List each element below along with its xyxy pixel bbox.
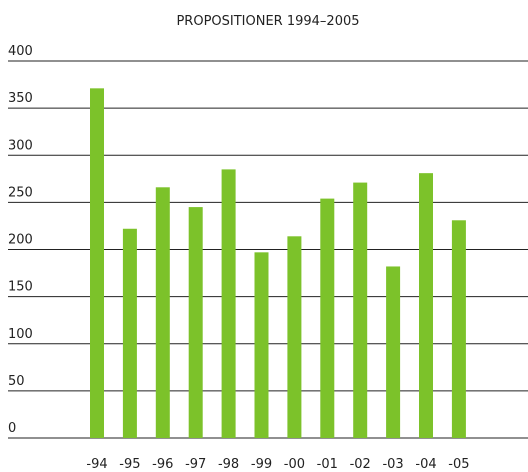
bar xyxy=(287,236,302,438)
bar xyxy=(320,198,335,438)
x-tick-label: -97 xyxy=(185,457,206,472)
bar xyxy=(122,228,137,438)
bar xyxy=(353,182,368,438)
bar xyxy=(451,220,466,438)
x-tick-label: -04 xyxy=(415,457,436,472)
x-tick-label: -01 xyxy=(317,457,338,472)
bar xyxy=(188,207,203,438)
bar xyxy=(254,252,269,438)
bar xyxy=(221,169,236,438)
y-tick-label: 200 xyxy=(8,233,33,248)
y-tick-label: 400 xyxy=(8,44,33,59)
y-tick-label: 50 xyxy=(8,374,25,389)
x-tick-label: -05 xyxy=(448,457,469,472)
x-tick-label: -98 xyxy=(218,457,239,472)
y-tick-label: 250 xyxy=(8,185,33,200)
bar xyxy=(155,187,170,438)
x-tick-label: -00 xyxy=(284,457,305,472)
x-tick-label: -96 xyxy=(152,457,173,472)
y-tick-label: 350 xyxy=(8,91,33,106)
x-tick-label: -95 xyxy=(119,457,140,472)
y-tick-label: 150 xyxy=(8,280,33,295)
y-tick-label: 300 xyxy=(8,138,33,153)
bar xyxy=(90,88,104,439)
x-tick-label: -94 xyxy=(86,457,107,472)
y-tick-label: 100 xyxy=(8,327,33,342)
chart-title: PROPOSITIONER 1994–2005 xyxy=(176,14,359,29)
x-tick-label: -99 xyxy=(251,457,272,472)
x-tick-label: -02 xyxy=(350,457,371,472)
y-tick-label: 0 xyxy=(8,421,16,436)
bar xyxy=(386,266,401,438)
x-tick-label: -03 xyxy=(382,457,403,472)
bar xyxy=(419,173,433,438)
